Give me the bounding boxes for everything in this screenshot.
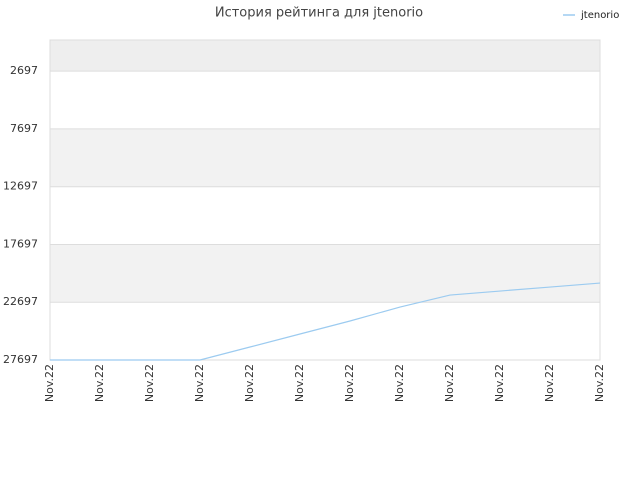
x-tick-label: Nov.22 [393,364,406,402]
x-tick-label: Nov.22 [343,364,356,402]
x-tick-label: Nov.22 [43,364,56,402]
x-tick-label: Nov.22 [593,364,606,402]
chart-title: История рейтинга для jtenorio [215,6,423,21]
y-tick-label: 2697 [10,64,38,77]
y-tick-label: 22697 [3,295,38,308]
y-tick-label: 7697 [10,122,38,135]
legend-label: jtenorio [580,10,619,21]
y-tick-label: 27697 [3,353,38,366]
x-tick-label: Nov.22 [143,364,156,402]
plot-band [50,128,600,187]
x-tick-label: Nov.22 [193,364,206,402]
x-tick-label: Nov.22 [243,364,256,402]
plot-band [50,186,600,245]
x-tick-label: Nov.22 [93,364,106,402]
plot-band [50,244,600,303]
x-tick-label: Nov.22 [293,364,306,402]
plot-band [50,302,600,360]
x-tick-label: Nov.22 [443,364,456,402]
plot-frame [49,39,601,361]
plot-band [50,40,600,72]
y-tick-label: 17697 [3,237,38,250]
y-tick-label: 12697 [3,180,38,193]
plot-band [50,71,600,129]
x-tick-label: Nov.22 [543,364,556,402]
x-tick-label: Nov.22 [493,364,506,402]
data-line [50,282,601,361]
